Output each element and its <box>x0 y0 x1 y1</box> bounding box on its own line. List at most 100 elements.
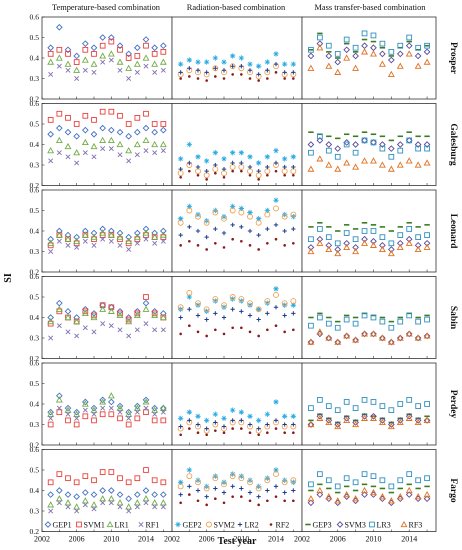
point-svm1 <box>134 114 141 121</box>
point-svm1 <box>143 409 149 416</box>
panel-perdey-3 <box>301 362 437 446</box>
point-lr2 <box>291 488 296 493</box>
point-lr3 <box>334 240 341 247</box>
point-rf1 <box>74 415 80 421</box>
point-gep2 <box>229 150 236 156</box>
point-rf1 <box>91 411 97 417</box>
point-rf2 <box>257 503 260 507</box>
x-tick-label: 2002 <box>34 535 50 544</box>
point-lr3 <box>406 137 413 144</box>
point-rf2 <box>257 433 260 437</box>
point-svm3 <box>343 139 351 146</box>
point-lr2 <box>178 70 183 75</box>
legend-label-lr1: LR1 <box>115 521 129 530</box>
panel-frame <box>171 362 303 446</box>
point-gep1 <box>159 491 167 498</box>
point-lr3 <box>343 475 350 482</box>
point-gep1 <box>116 42 124 50</box>
point-svm1 <box>125 55 132 61</box>
point-rf2 <box>188 169 191 173</box>
panel-perdey-2 <box>171 362 303 446</box>
point-lr2 <box>230 307 235 312</box>
point-rf3 <box>423 416 431 424</box>
point-gep1 <box>81 305 89 313</box>
point-lr3 <box>308 149 314 156</box>
point-svm2 <box>281 300 288 307</box>
point-lr1 <box>107 307 115 314</box>
point-rf1 <box>56 238 62 244</box>
point-rf3 <box>370 50 377 57</box>
point-gep2 <box>212 55 219 61</box>
point-rf1 <box>48 415 54 421</box>
legend-bg <box>106 519 136 530</box>
panel-frame <box>171 103 303 186</box>
point-gep1 <box>55 124 63 132</box>
point-rf2 <box>179 77 182 80</box>
point-svm1 <box>108 411 115 418</box>
point-lr2 <box>256 494 261 499</box>
point-lr2 <box>230 418 235 423</box>
point-rf2 <box>248 431 252 435</box>
point-rf3 <box>396 493 404 500</box>
point-lr1 <box>125 64 133 71</box>
y-tick-label: 0.6 <box>30 13 40 22</box>
point-gep2 <box>255 160 262 166</box>
point-lr2 <box>282 70 287 75</box>
point-svm1 <box>82 473 89 480</box>
point-gep2 <box>290 302 297 308</box>
point-rf3 <box>370 157 377 164</box>
point-rf3 <box>334 338 342 345</box>
point-rf3 <box>378 245 386 253</box>
point-lr3 <box>397 318 404 325</box>
y-tick-label: 0.4 <box>30 313 40 322</box>
point-lr3 <box>406 34 413 41</box>
point-lr3 <box>397 42 404 49</box>
point-svm3 <box>361 491 368 498</box>
point-svm3 <box>423 495 431 503</box>
point-rf3 <box>343 54 351 61</box>
point-gep1 <box>151 308 159 315</box>
point-lr3 <box>370 314 377 321</box>
point-rf3 <box>334 422 342 430</box>
point-svm3 <box>307 499 315 507</box>
point-svm1 <box>143 110 149 117</box>
point-lr2 <box>291 226 296 232</box>
point-svm3 <box>387 145 395 152</box>
point-gep1 <box>116 491 124 498</box>
point-rf3 <box>343 159 351 166</box>
station-label-prosper: Prosper <box>448 42 458 75</box>
point-svm2 <box>195 300 201 307</box>
panel-fargo-2 <box>171 449 303 532</box>
point-rf1 <box>143 236 149 242</box>
point-gep1 <box>159 404 167 412</box>
point-lr3 <box>317 314 323 321</box>
point-svm1 <box>134 53 141 59</box>
point-rf1 <box>91 506 97 512</box>
point-lr1 <box>151 60 159 67</box>
point-gep1 <box>99 124 107 132</box>
point-lr3 <box>352 479 359 486</box>
point-rf2 <box>292 242 295 245</box>
point-svm1 <box>134 415 141 422</box>
point-lr2 <box>265 68 270 73</box>
point-rf3 <box>396 243 404 251</box>
point-rf3 <box>361 486 368 494</box>
point-rf2 <box>248 499 252 503</box>
point-gep1 <box>90 229 98 237</box>
point-lr3 <box>415 145 421 152</box>
point-rf2 <box>205 334 208 338</box>
y-axis-label: SI <box>3 273 14 283</box>
point-lr3 <box>361 471 368 477</box>
point-lr2 <box>273 222 279 228</box>
point-gep2 <box>264 411 271 417</box>
point-lr2 <box>213 66 218 71</box>
column-header-mass-transfer: Mass transfer-based combination <box>314 3 426 12</box>
point-lr2 <box>247 313 253 318</box>
point-rf2 <box>205 503 208 507</box>
legend-marker-lr2 <box>237 522 243 527</box>
point-lr3 <box>379 145 386 152</box>
point-rf2 <box>292 431 295 435</box>
point-lr2 <box>178 232 183 238</box>
point-lr3 <box>370 399 377 405</box>
point-gep2 <box>177 415 184 422</box>
